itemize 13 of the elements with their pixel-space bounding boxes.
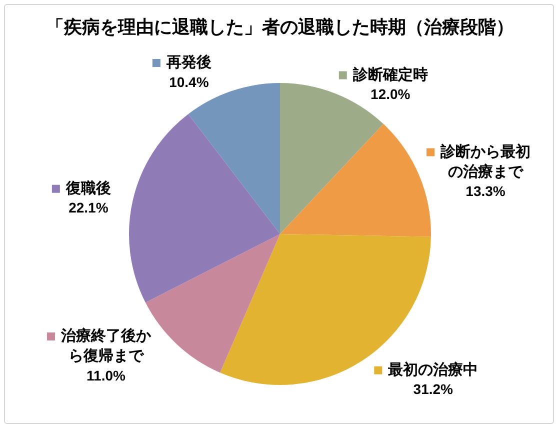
legend-label: 復職後 bbox=[64, 180, 111, 197]
data-label: 31.2% bbox=[413, 381, 454, 398]
data-label: 13.3% bbox=[466, 183, 506, 200]
legend-label: 診断から最初の治療まで bbox=[440, 142, 531, 180]
legend-label: 治療終了後から復帰まで bbox=[60, 326, 152, 365]
data-label: 11.0% bbox=[86, 367, 126, 384]
data-label: 12.0% bbox=[370, 86, 411, 102]
chart-title: 「疾病を理由に退職した」者の退職した時期（治療段階） bbox=[46, 16, 514, 37]
data-label: 10.4% bbox=[169, 74, 210, 90]
legend-label: 診断確定時 bbox=[352, 65, 428, 84]
legend-label: 再発後 bbox=[165, 54, 212, 72]
legend-label: 最初の治療中 bbox=[387, 360, 478, 378]
data-label: 22.1% bbox=[68, 200, 109, 216]
